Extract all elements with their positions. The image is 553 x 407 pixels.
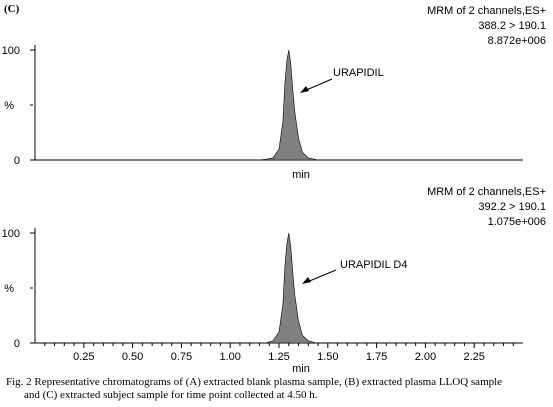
chart2-x-ticks: 0.25 0.50 0.75 1.00 1.25 1.50 1.75 2.00 2.25	[44, 343, 514, 363]
chart2-annotation-arrow	[302, 269, 337, 284]
chart1-ytick-100: 100	[2, 45, 20, 57]
x-tick-label: 1.75	[366, 351, 387, 363]
figure-caption: Fig. 2 Representative chromatograms of (…	[0, 376, 553, 402]
chart1-annotation-label: URAPIDIL	[333, 67, 384, 79]
chart-urapidil-d4: MRM of 2 channels,ES+ 392.2 > 190.1 1.07…	[2, 186, 546, 375]
chart1-info-line1: MRM of 2 channels,ES+	[427, 5, 546, 17]
x-tick-label: 1.00	[219, 351, 240, 363]
chart2-xlabel: min	[292, 363, 310, 375]
chart2-ytick-0: 0	[14, 338, 20, 350]
chromatogram-figure: (C) MRM of 2 channels,ES+ 388.2 > 190.1 …	[2, 3, 546, 375]
x-tick-label: 1.50	[317, 351, 338, 363]
chart2-annotation-label: URAPIDIL D4	[340, 259, 407, 271]
chart1-xlabel: min	[292, 169, 310, 181]
x-tick-label: 0.50	[122, 351, 143, 363]
x-tick-label: 2.00	[415, 351, 436, 363]
x-tick-label: 2.25	[463, 351, 484, 363]
chart1-info-line3: 8.872e+006	[488, 35, 546, 47]
chart2-peak-urapidil-d4	[35, 232, 523, 344]
chart2-ytick-100: 100	[2, 228, 20, 240]
chart2-ylabel: %	[4, 283, 14, 295]
chart1-info-line2: 388.2 > 190.1	[478, 20, 546, 32]
caption-line-1: Fig. 2 Representative chromatograms of (…	[6, 376, 503, 388]
chart2-info-line1: MRM of 2 channels,ES+	[427, 186, 546, 198]
chart1-ylabel: %	[4, 100, 14, 112]
caption-line-2: and (C) extracted subject sample for tim…	[24, 389, 318, 401]
chart1-ytick-0: 0	[14, 155, 20, 167]
chart1-peak-urapidil	[35, 49, 523, 161]
chart2-info-line3: 1.075e+006	[488, 216, 546, 228]
chart2-info-line2: 392.2 > 190.1	[478, 201, 546, 213]
panel-label: (C)	[4, 3, 20, 15]
x-tick-label: 0.75	[171, 351, 192, 363]
chart1-annotation-arrow	[300, 78, 333, 93]
x-tick-label: 1.25	[268, 351, 289, 363]
x-tick-label: 0.25	[73, 351, 94, 363]
chart-urapidil: MRM of 2 channels,ES+ 388.2 > 190.1 8.87…	[2, 5, 546, 181]
